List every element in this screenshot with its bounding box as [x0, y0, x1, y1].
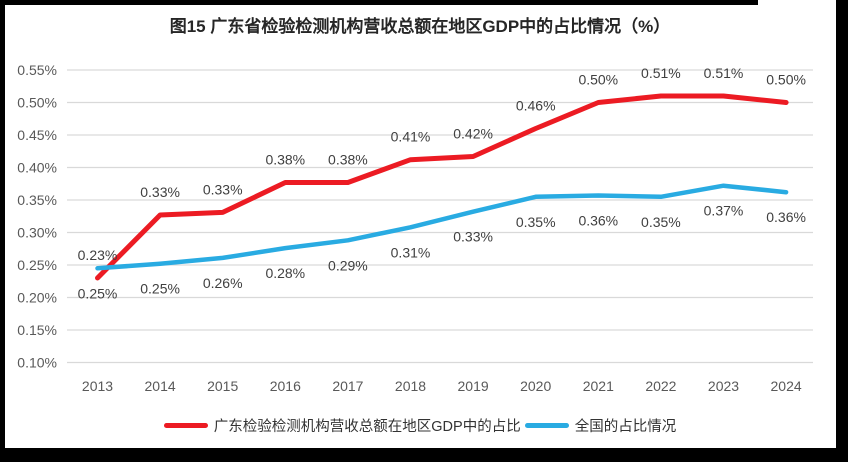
x-axis-tick-label: 2018 — [395, 378, 426, 394]
data-point-label: 0.41% — [391, 129, 431, 145]
frame-border-left — [0, 0, 5, 462]
frame-border-top — [0, 0, 758, 5]
y-axis-tick-label: 0.45% — [17, 127, 57, 143]
data-point-label: 0.33% — [203, 181, 243, 197]
data-point-label: 0.36% — [766, 209, 806, 225]
x-axis-tick-label: 2020 — [520, 378, 551, 394]
y-axis-tick-label: 0.40% — [17, 160, 57, 176]
x-axis-tick-label: 2013 — [82, 378, 113, 394]
y-axis-tick-label: 0.55% — [17, 62, 57, 78]
data-point-label: 0.28% — [265, 265, 305, 281]
x-axis-tick-label: 2022 — [645, 378, 676, 394]
y-axis-tick-label: 0.10% — [17, 355, 57, 371]
data-point-label: 0.46% — [516, 98, 556, 114]
chart-title: 图15 广东省检验检测机构营收总额在地区GDP中的占比情况（%） — [169, 17, 671, 36]
national-line-swatch-icon — [524, 422, 569, 428]
y-axis-tick-label: 0.15% — [17, 322, 57, 338]
data-point-label: 0.38% — [265, 151, 305, 167]
data-point-label: 0.25% — [140, 281, 180, 297]
data-point-label: 0.50% — [766, 72, 806, 88]
data-point-label: 0.26% — [203, 275, 243, 291]
y-axis-tick-label: 0.30% — [17, 225, 57, 241]
data-point-label: 0.36% — [578, 212, 618, 228]
data-point-label: 0.38% — [328, 151, 368, 167]
data-point-label: 0.33% — [453, 229, 493, 245]
x-axis-tick-label: 2014 — [145, 378, 176, 394]
data-point-label: 0.51% — [704, 65, 744, 81]
data-point-label: 0.51% — [641, 65, 681, 81]
y-axis-tick-label: 0.20% — [17, 290, 57, 306]
y-axis-tick-label: 0.35% — [17, 192, 57, 208]
y-axis-tick-label: 0.50% — [17, 95, 57, 111]
guangdong-line-swatch-icon — [163, 422, 208, 428]
chart-legend: 广东检验检测机构营收总额在地区GDP中的占比 全国的占比情况 — [10, 409, 830, 441]
data-point-label: 0.31% — [391, 244, 431, 260]
series-line — [95, 93, 789, 281]
legend-item-guangdong: 广东检验检测机构营收总额在地区GDP中的占比 — [163, 415, 521, 436]
x-axis-tick-label: 2024 — [771, 378, 802, 394]
legend-item-national: 全国的占比情况 — [524, 415, 677, 436]
data-point-label: 0.25% — [78, 285, 118, 301]
data-point-label: 0.35% — [641, 214, 681, 230]
y-axis-tick-label: 0.25% — [17, 257, 57, 273]
data-point-label: 0.29% — [328, 257, 368, 273]
frame-border-right — [836, 0, 848, 462]
data-point-label: 0.33% — [140, 184, 180, 200]
frame-border-bottom — [0, 448, 848, 462]
x-axis-tick-label: 2019 — [458, 378, 489, 394]
x-axis-tick-label: 2021 — [583, 378, 614, 394]
data-point-label: 0.35% — [516, 214, 556, 230]
series-line — [95, 183, 789, 271]
x-axis-tick-label: 2015 — [207, 378, 238, 394]
data-point-label: 0.42% — [453, 125, 493, 141]
x-axis-tick-label: 2023 — [708, 378, 739, 394]
data-point-label: 0.37% — [704, 203, 744, 219]
legend-label-guangdong: 广东检验检测机构营收总额在地区GDP中的占比 — [213, 418, 521, 435]
x-axis-tick-label: 2016 — [270, 378, 301, 394]
data-point-label: 0.23% — [78, 247, 118, 263]
data-point-label: 0.50% — [578, 72, 618, 88]
legend-label-national: 全国的占比情况 — [574, 418, 677, 435]
x-axis-tick-label: 2017 — [332, 378, 363, 394]
